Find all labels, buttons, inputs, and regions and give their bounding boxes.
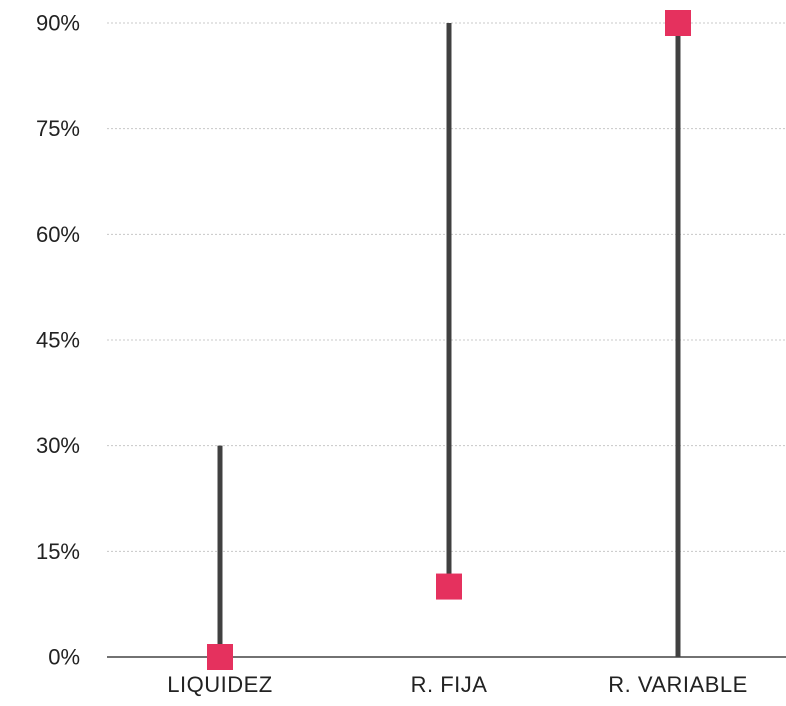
marker-liquidez bbox=[207, 644, 233, 670]
x-axis-category-labels: LIQUIDEZ R. FIJA R. VARIABLE bbox=[167, 672, 748, 697]
y-tick-label: 15% bbox=[36, 539, 80, 564]
x-category-label: R. VARIABLE bbox=[608, 672, 748, 697]
marker-r-fija bbox=[436, 573, 462, 600]
y-tick-label: 60% bbox=[36, 222, 80, 247]
range-bars bbox=[217, 23, 681, 657]
y-tick-label: 0% bbox=[48, 645, 80, 670]
markers bbox=[207, 10, 691, 670]
y-tick-label: 75% bbox=[36, 116, 80, 141]
x-category-label: LIQUIDEZ bbox=[167, 672, 272, 697]
y-tick-label: 30% bbox=[36, 433, 80, 458]
marker-r-variable bbox=[665, 10, 691, 36]
y-axis-tick-labels: 0% 15% 30% 45% 60% 75% 90% bbox=[36, 11, 80, 670]
y-tick-label: 45% bbox=[36, 328, 80, 353]
x-category-label: R. FIJA bbox=[411, 672, 488, 697]
y-tick-label: 90% bbox=[36, 11, 80, 36]
